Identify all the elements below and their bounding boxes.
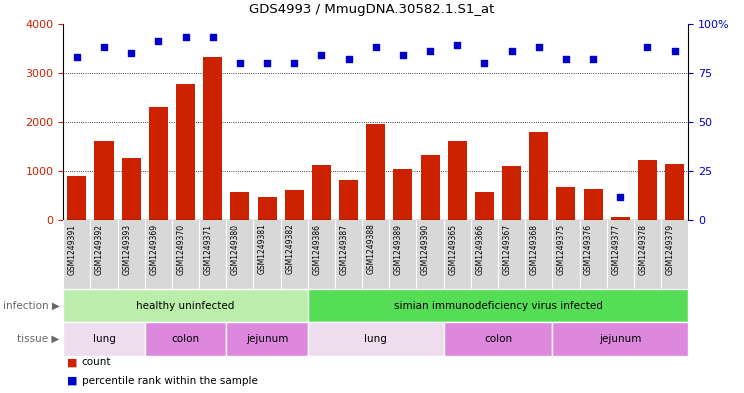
Text: GSM1249393: GSM1249393 [122,224,131,275]
Point [506,48,518,54]
Text: GSM1249377: GSM1249377 [612,224,620,275]
Bar [475,192,494,220]
Point [71,54,83,60]
Text: GSM1249387: GSM1249387 [339,224,348,275]
Bar [502,165,521,220]
Text: colon: colon [171,334,199,344]
Bar [394,169,412,220]
Text: GSM1249379: GSM1249379 [666,224,675,275]
Point [153,38,164,44]
Text: GSM1249365: GSM1249365 [448,224,458,275]
Text: GSM1249391: GSM1249391 [68,224,77,275]
Point [587,56,599,62]
Point [288,60,300,66]
Point [669,48,681,54]
Text: GSM1249375: GSM1249375 [557,224,566,275]
Point [397,52,409,58]
Point [98,44,110,50]
Text: GSM1249367: GSM1249367 [503,224,512,275]
Text: ■: ■ [67,376,77,386]
Text: colon: colon [484,334,512,344]
Text: lung: lung [92,334,115,344]
Bar [312,165,331,220]
Text: ■: ■ [67,357,77,367]
Bar [203,57,222,220]
Text: jejunum: jejunum [599,334,641,344]
Point [234,60,246,66]
Point [533,44,545,50]
Point [615,193,626,200]
Point [370,44,382,50]
Text: GSM1249380: GSM1249380 [231,224,240,275]
Text: count: count [82,357,112,367]
Bar [63,322,145,356]
Text: GSM1249389: GSM1249389 [394,224,403,275]
Bar [226,322,308,356]
Text: GSM1249376: GSM1249376 [584,224,593,275]
Point [315,52,327,58]
Point [342,56,354,62]
Bar [583,189,603,220]
Text: GSM1249381: GSM1249381 [258,224,267,274]
Text: healthy uninfected: healthy uninfected [136,301,234,310]
Bar [285,189,304,220]
Text: GSM1249382: GSM1249382 [285,224,294,274]
Bar [529,132,548,220]
Bar [339,180,358,220]
Text: GSM1249388: GSM1249388 [367,224,376,274]
Bar [63,289,308,322]
Bar [308,289,688,322]
Bar [176,84,195,220]
Point [452,42,464,48]
Point [179,34,191,40]
Text: tissue ▶: tissue ▶ [17,334,60,344]
Text: GSM1249378: GSM1249378 [638,224,647,275]
Bar [611,217,629,220]
Text: GSM1249390: GSM1249390 [421,224,430,275]
Point [641,44,653,50]
Bar [94,141,114,220]
Text: jejunum: jejunum [246,334,288,344]
Bar [67,176,86,220]
Text: GSM1249392: GSM1249392 [95,224,104,275]
Text: GDS4993 / MmugDNA.30582.1.S1_at: GDS4993 / MmugDNA.30582.1.S1_at [249,3,495,16]
Bar [122,158,141,220]
Bar [420,155,440,220]
Bar [308,322,443,356]
Bar [638,160,657,220]
Point [261,60,273,66]
Text: GSM1249366: GSM1249366 [475,224,484,275]
Bar [443,322,552,356]
Text: lung: lung [365,334,387,344]
Text: simian immunodeficiency virus infected: simian immunodeficiency virus infected [394,301,603,310]
Point [125,50,137,56]
Bar [231,192,249,220]
Bar [665,163,684,220]
Text: GSM1249386: GSM1249386 [312,224,321,275]
Text: percentile rank within the sample: percentile rank within the sample [82,376,257,386]
Bar [557,187,575,220]
Text: GSM1249368: GSM1249368 [530,224,539,275]
Text: GSM1249369: GSM1249369 [150,224,158,275]
Point [478,60,490,66]
Point [424,48,436,54]
Text: GSM1249371: GSM1249371 [204,224,213,275]
Text: GSM1249370: GSM1249370 [176,224,185,275]
Bar [145,322,226,356]
Point [207,34,219,40]
Bar [448,141,466,220]
Bar [552,322,688,356]
Text: infection ▶: infection ▶ [3,301,60,310]
Bar [257,196,277,220]
Point [560,56,572,62]
Bar [366,124,385,220]
Bar [149,107,168,220]
